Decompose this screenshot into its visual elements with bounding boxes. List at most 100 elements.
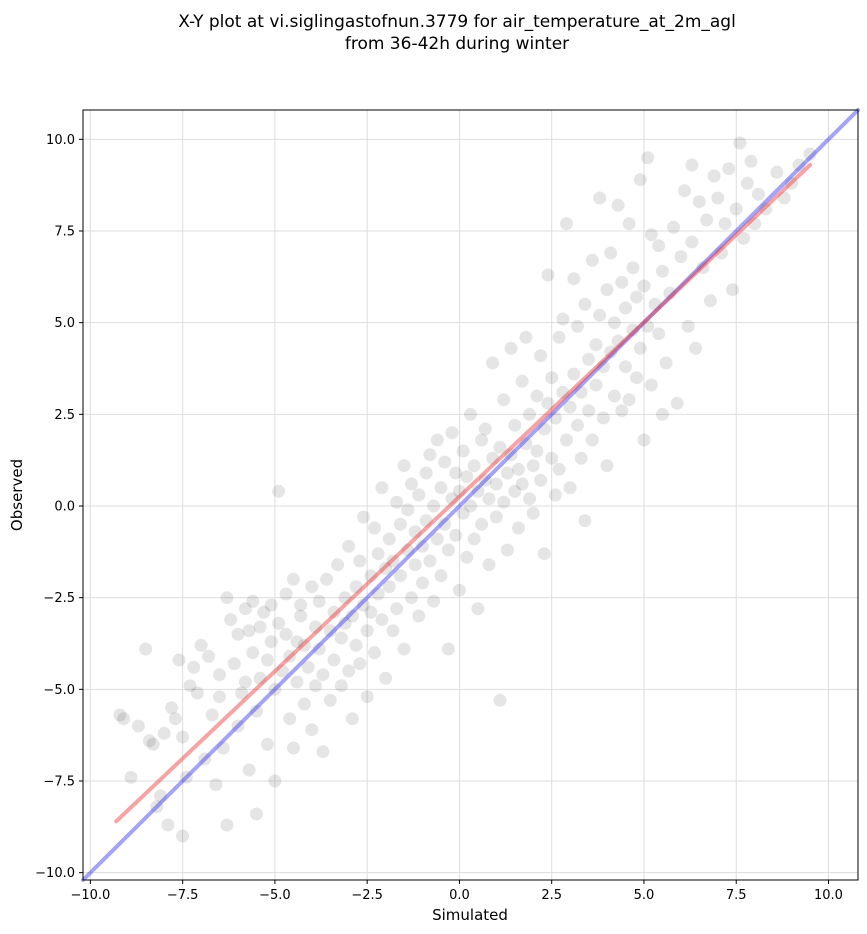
data-point-40 xyxy=(253,620,267,634)
data-point-1 xyxy=(117,712,131,726)
identity-line xyxy=(81,108,860,882)
data-point-51 xyxy=(275,664,289,678)
data-point-38 xyxy=(250,807,263,821)
data-point-276 xyxy=(737,231,751,245)
data-point-58 xyxy=(290,635,304,649)
data-point-22 xyxy=(213,668,226,682)
data-point-267 xyxy=(703,294,717,308)
x-tick-label-4: 0.0 xyxy=(449,888,470,903)
data-point-137 xyxy=(441,642,455,656)
data-point-271 xyxy=(718,217,732,231)
data-point-282 xyxy=(770,165,784,179)
data-point-243 xyxy=(637,433,651,447)
data-point-6 xyxy=(150,800,164,814)
data-point-23 xyxy=(213,690,226,704)
data-point-50 xyxy=(272,484,286,498)
data-point-221 xyxy=(596,411,610,425)
data-point-140 xyxy=(445,426,459,440)
data-point-164 xyxy=(489,510,503,524)
data-point-102 xyxy=(375,481,389,495)
data-point-205 xyxy=(567,367,581,381)
x-tick-label-7: 7.5 xyxy=(726,888,747,903)
data-point-152 xyxy=(467,459,481,473)
y-tick-label-1: −7.5 xyxy=(43,775,75,790)
data-point-213 xyxy=(582,352,596,366)
x-tick-label-3: −2.5 xyxy=(351,888,383,903)
data-point-72 xyxy=(316,668,330,682)
data-point-289 xyxy=(183,679,197,693)
data-point-59 xyxy=(290,675,304,689)
data-point-212 xyxy=(578,514,592,528)
data-point-242 xyxy=(633,341,647,355)
data-point-31 xyxy=(235,686,249,700)
data-point-93 xyxy=(360,624,374,638)
data-point-148 xyxy=(460,470,474,484)
y-tick-label-0: −10.0 xyxy=(35,866,75,881)
data-point-224 xyxy=(600,459,614,473)
data-point-284 xyxy=(785,176,799,190)
data-point-248 xyxy=(644,228,658,242)
data-point-45 xyxy=(264,635,278,649)
data-point-202 xyxy=(560,217,573,231)
data-point-189 xyxy=(537,422,551,436)
data-point-84 xyxy=(342,664,356,678)
data-point-215 xyxy=(585,253,599,267)
data-point-32 xyxy=(238,602,252,616)
data-point-139 xyxy=(445,492,459,506)
data-point-209 xyxy=(574,451,588,465)
data-point-24 xyxy=(216,741,230,755)
data-point-181 xyxy=(523,492,536,506)
data-point-94 xyxy=(360,690,374,704)
data-point-263 xyxy=(689,341,703,355)
data-point-177 xyxy=(515,374,529,388)
data-point-206 xyxy=(567,272,581,286)
data-point-34 xyxy=(242,624,256,638)
data-point-117 xyxy=(405,591,418,605)
data-point-61 xyxy=(294,598,308,612)
data-point-219 xyxy=(593,191,607,205)
data-point-196 xyxy=(548,411,562,425)
data-point-134 xyxy=(434,481,448,495)
data-point-186 xyxy=(530,444,544,458)
data-points xyxy=(113,136,817,843)
data-point-170 xyxy=(500,543,514,557)
data-point-250 xyxy=(652,327,666,341)
data-point-109 xyxy=(390,495,404,509)
data-point-174 xyxy=(508,418,522,432)
data-point-60 xyxy=(294,609,308,623)
data-point-91 xyxy=(357,598,370,612)
data-point-216 xyxy=(585,433,599,447)
data-point-251 xyxy=(652,239,666,253)
data-point-11 xyxy=(172,653,186,667)
data-point-119 xyxy=(408,558,422,572)
data-point-183 xyxy=(526,459,540,473)
data-point-27 xyxy=(224,613,238,627)
data-point-125 xyxy=(419,466,433,480)
data-point-192 xyxy=(541,268,555,282)
data-point-79 xyxy=(334,631,348,645)
data-point-68 xyxy=(309,679,322,693)
data-point-188 xyxy=(534,349,548,363)
data-point-155 xyxy=(475,433,489,447)
data-point-167 xyxy=(497,495,511,509)
data-point-130 xyxy=(427,499,441,513)
x-tick-label-2: −5.0 xyxy=(259,888,291,903)
data-point-98 xyxy=(368,646,381,660)
data-point-240 xyxy=(630,290,644,304)
x-tick-label-0: −10.0 xyxy=(70,888,110,903)
data-point-64 xyxy=(301,660,315,674)
data-point-122 xyxy=(412,488,426,502)
data-point-237 xyxy=(626,323,640,337)
data-point-184 xyxy=(526,506,540,520)
data-point-35 xyxy=(242,763,256,777)
data-point-9 xyxy=(165,701,179,715)
data-point-185 xyxy=(530,389,544,403)
data-point-114 xyxy=(397,642,411,656)
data-point-16 xyxy=(190,686,204,700)
data-point-149 xyxy=(464,407,477,421)
data-point-92 xyxy=(357,510,370,524)
data-point-5 xyxy=(146,737,160,751)
data-point-147 xyxy=(460,550,474,564)
data-point-41 xyxy=(253,671,267,685)
data-point-75 xyxy=(323,693,337,707)
